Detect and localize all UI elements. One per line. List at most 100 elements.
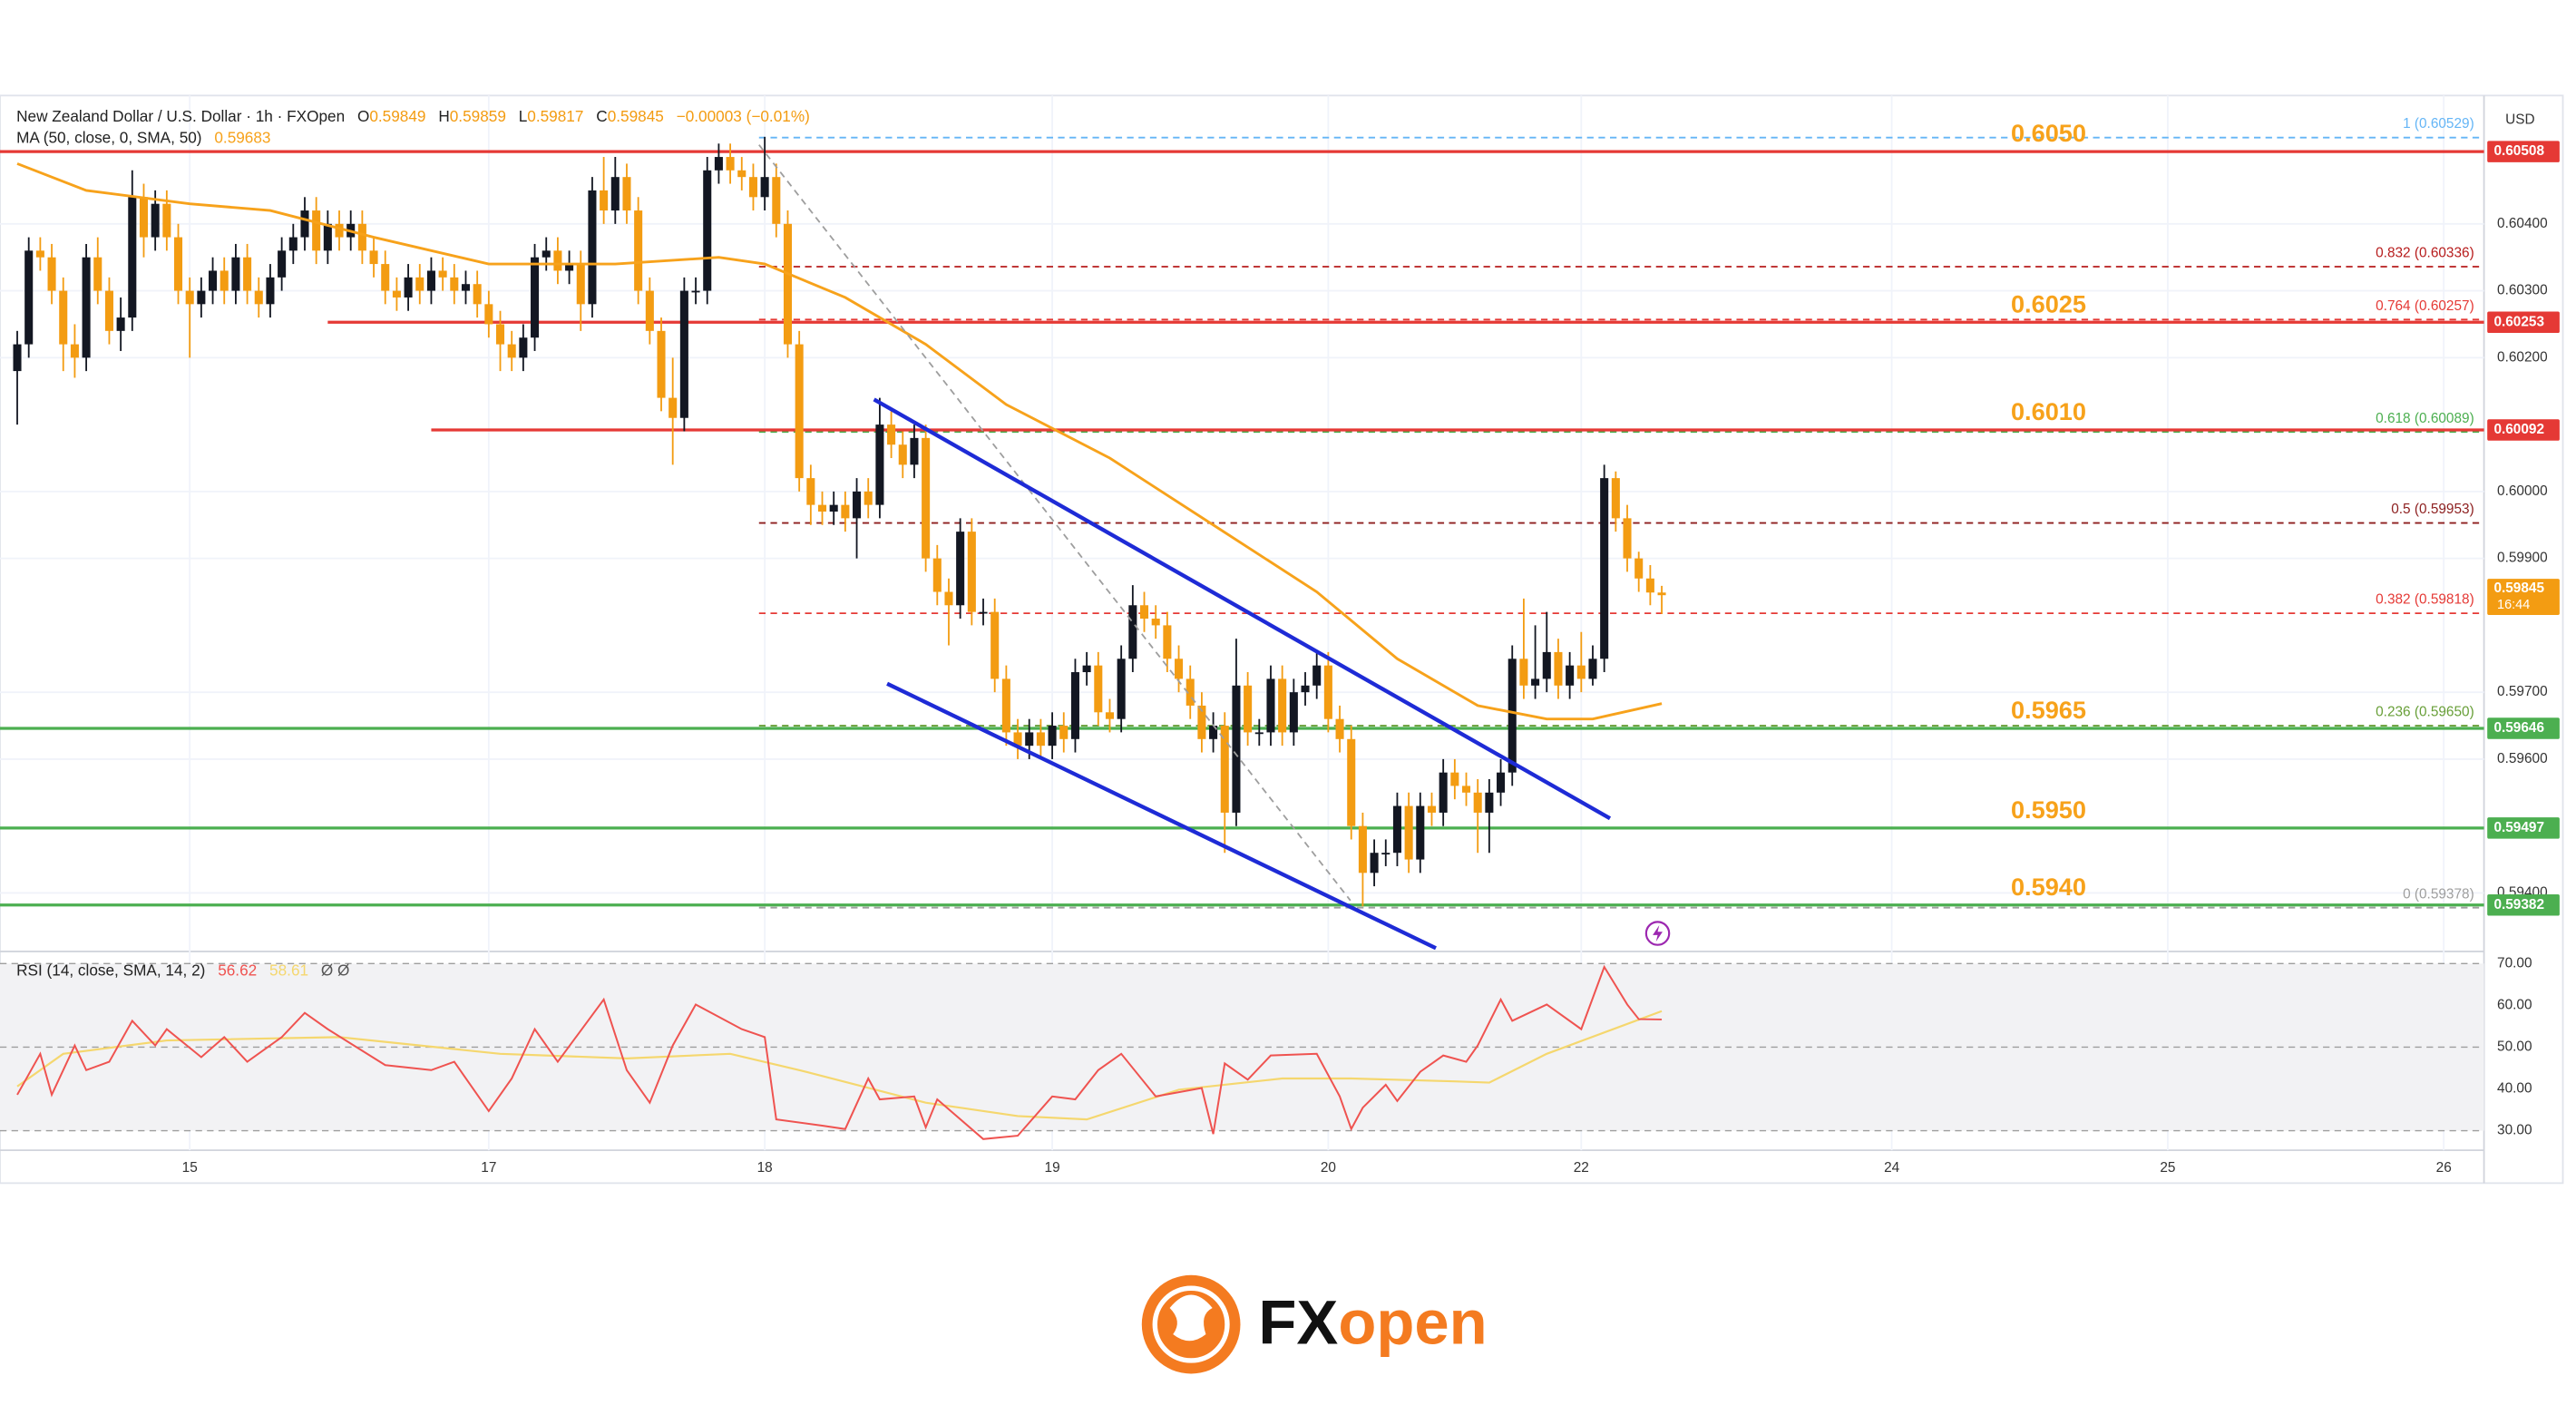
countdown-label: 16:44 [2497, 598, 2530, 612]
candle-body [128, 197, 137, 318]
candle-body [829, 504, 838, 512]
x-tick-label: 17 [481, 1160, 496, 1176]
candle-body [1450, 772, 1459, 786]
candle-body [24, 250, 34, 345]
x-tick-label: 18 [757, 1160, 773, 1176]
candle-body [1163, 625, 1172, 659]
price-badge-label: 0.60092 [2493, 422, 2544, 437]
candle-body [841, 504, 850, 519]
candle-body [1611, 478, 1620, 519]
price-badge [2487, 817, 2560, 839]
rsi-line [16, 964, 1663, 1140]
candle-body [1197, 705, 1206, 739]
candle-body [1404, 805, 1413, 860]
x-tick-label: 20 [1321, 1160, 1336, 1176]
price-badge-label: 0.59646 [2493, 720, 2544, 736]
level-label: 0.5950 [2011, 795, 2086, 824]
candle-body [1117, 659, 1126, 719]
change: −0.00003 (−0.01%) [677, 106, 810, 124]
price-badge-label: 0.60508 [2493, 143, 2544, 159]
candle-body [1220, 726, 1229, 813]
logo-icon-shape [1169, 1294, 1213, 1342]
candle-body [610, 177, 620, 211]
currency: USD [2505, 112, 2534, 128]
candle-body [783, 223, 793, 345]
y-tick-label: 0.60000 [2497, 483, 2548, 499]
candle-body [691, 290, 700, 293]
candle-body [357, 223, 366, 251]
y-tick-label: 0.60300 [2497, 283, 2548, 298]
candle-body [1335, 718, 1344, 739]
price-badge-label: 0.59497 [2493, 820, 2544, 835]
x-tick-label: 25 [2160, 1160, 2175, 1176]
candle-body [1427, 805, 1437, 813]
logo-icon-ring [1152, 1285, 1230, 1363]
candle-body [116, 317, 125, 331]
candle-body [1266, 678, 1275, 733]
candle-body [668, 397, 678, 418]
fib-label: 0.618 (0.60089) [2376, 411, 2474, 426]
candle-body [967, 532, 976, 612]
candle-body [197, 290, 206, 305]
fib-label: 0.5 (0.59953) [2391, 502, 2474, 517]
ohlc-value: 0.59849 [369, 106, 425, 124]
channel-upper [873, 397, 1612, 821]
rsi-tick-label: 60.00 [2497, 997, 2532, 1012]
channel-lower [886, 681, 1437, 951]
event-icon[interactable] [1644, 921, 1671, 946]
candle-body [1623, 518, 1632, 559]
price-badge-label: 0.59382 [2493, 897, 2544, 912]
candle-body [1278, 678, 1287, 733]
candle-body [1657, 592, 1666, 596]
candle-body [1461, 786, 1471, 793]
candle-body [922, 437, 931, 559]
candle-body [1347, 738, 1356, 826]
current-price-badge [2487, 579, 2560, 615]
candle-body [1473, 792, 1482, 813]
x-tick-label: 26 [2436, 1160, 2452, 1176]
candle-body [312, 210, 321, 251]
candle-body [726, 157, 735, 171]
candle-body [703, 170, 712, 291]
y-tick-label: 0.60200 [2497, 349, 2548, 365]
legend-line: New Zealand Dollar / U.S. Dollar · 1h · … [16, 106, 810, 124]
candle-body [1634, 558, 1644, 579]
candle-body [1254, 732, 1264, 735]
candle-body [381, 264, 390, 291]
candle-body [817, 504, 827, 512]
fib-label: 0.832 (0.60336) [2376, 246, 2474, 261]
candle-body [404, 277, 413, 298]
candle-body [266, 277, 275, 305]
price-badge [2487, 717, 2560, 739]
candle-body [1542, 651, 1551, 679]
fib-label: 0.764 (0.60257) [2376, 298, 2474, 314]
ohlc-label: O [357, 106, 369, 124]
candle-body [1025, 732, 1034, 747]
symbol-title: New Zealand Dollar / U.S. Dollar · 1h · … [16, 106, 345, 124]
candle-body [1554, 651, 1563, 686]
candle-body [335, 223, 344, 238]
candle-body [1036, 732, 1045, 747]
candle-body [760, 177, 769, 198]
candle-body [887, 424, 896, 445]
drawings [758, 144, 1671, 951]
level-label: 0.6010 [2011, 397, 2086, 425]
y-tick-label: 0.59900 [2497, 551, 2548, 566]
ohlc-label: H [438, 106, 449, 124]
candle-body [323, 223, 332, 251]
logo-text: FXopen [1258, 1288, 1487, 1358]
ohlc-value: 0.59859 [450, 106, 506, 124]
current-price-label: 0.59845 [2493, 581, 2544, 596]
candle-body [35, 250, 44, 258]
x-tick-label: 24 [1884, 1160, 1900, 1176]
candle-body [1013, 732, 1022, 747]
data-layer [13, 136, 1666, 1140]
rsi-value: 56.62 [218, 961, 257, 979]
candle-body [1381, 853, 1390, 855]
rsi-ma-value: 58.61 [269, 961, 308, 979]
candle-body [645, 290, 654, 331]
fib-label: 0.236 (0.59650) [2376, 705, 2474, 720]
candle-body [1301, 685, 1310, 693]
candle-body [288, 237, 298, 251]
candle-body [1312, 665, 1322, 686]
